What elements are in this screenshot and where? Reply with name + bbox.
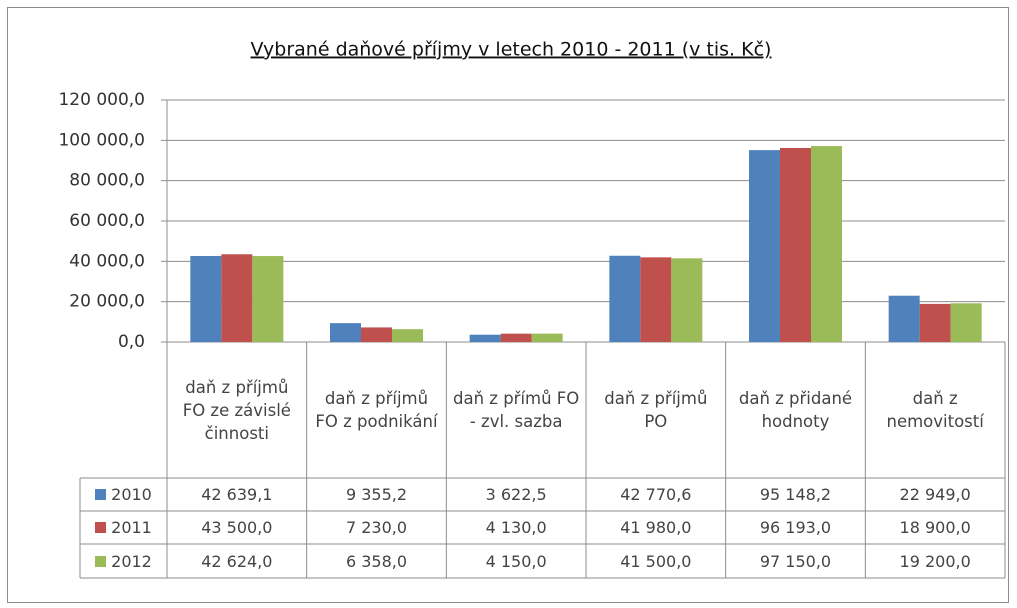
y-tick-label: 20 000,0 <box>69 292 145 312</box>
table-value: 22 949,0 <box>899 485 971 504</box>
bar <box>361 327 392 342</box>
bar <box>888 295 920 342</box>
table-value: 41 500,0 <box>620 551 692 571</box>
legend-swatch <box>95 555 107 567</box>
bar <box>950 303 982 342</box>
legend-entry: 2010 <box>80 478 167 511</box>
y-tick-label: 60 000,0 <box>69 211 145 231</box>
table-value: 41 980,0 <box>620 518 692 537</box>
table-value: 4 150,0 <box>485 551 547 571</box>
table-value: 95 148,2 <box>759 485 832 504</box>
table-value: 4 130,0 <box>485 518 547 537</box>
legend-swatch <box>95 522 107 533</box>
y-tick-label: 0,0 <box>118 332 145 352</box>
bar <box>919 303 951 342</box>
table-value: 43 500,0 <box>201 518 273 537</box>
category-label: daň z přidané hodnoty <box>738 389 853 431</box>
y-tick-label: 80 000,0 <box>69 171 145 191</box>
table-value: 42 624,0 <box>201 551 273 571</box>
legend-label: 2011 <box>111 518 152 537</box>
bar <box>780 148 811 342</box>
category-label: daň z příjmů FO z podnikání <box>315 389 438 431</box>
bar <box>609 255 641 342</box>
category-label: daň z nemovitostí <box>886 389 984 431</box>
bar <box>252 256 284 342</box>
category-label: daň z příjmů PO <box>604 389 708 431</box>
table-value: 97 150,0 <box>759 551 832 571</box>
table-value: 7 230,0 <box>345 518 408 537</box>
bar <box>330 323 361 342</box>
category-label: daň z příjmů FO ze závislé činnosti <box>182 377 291 443</box>
legend-label: 2010 <box>111 485 152 504</box>
table-value: 9 355,2 <box>345 485 408 504</box>
y-tick-label: 100 000,0 <box>58 130 145 150</box>
bar <box>749 150 780 342</box>
legend-entry: 2012 <box>80 544 167 578</box>
bar <box>469 334 501 342</box>
bar <box>500 333 532 342</box>
category-label: daň z přímů FO - zvl. sazba <box>453 389 580 431</box>
chart-title: Vybrané daňové příjmy v letech 2010 - 20… <box>251 39 772 61</box>
table-value: 42 770,6 <box>620 485 692 504</box>
y-tick-label: 120 000,0 <box>58 90 145 110</box>
chart-frame <box>7 7 1009 603</box>
table-value: 19 200,0 <box>899 551 971 571</box>
bar <box>671 258 703 342</box>
bar <box>392 329 423 342</box>
legend-label: 2012 <box>111 551 152 571</box>
table-value: 6 358,0 <box>345 551 408 571</box>
bar <box>640 257 672 342</box>
y-tick-label: 40 000,0 <box>69 251 145 271</box>
table-value: 3 622,5 <box>485 485 547 504</box>
legend-swatch <box>95 489 107 500</box>
legend-entry: 2011 <box>80 511 167 544</box>
table-value: 18 900,0 <box>899 518 971 537</box>
bar <box>190 256 222 342</box>
bar <box>221 254 253 342</box>
table-value: 96 193,0 <box>759 518 832 537</box>
table-value: 42 639,1 <box>201 485 273 504</box>
bar <box>811 146 842 342</box>
bar <box>531 333 563 342</box>
